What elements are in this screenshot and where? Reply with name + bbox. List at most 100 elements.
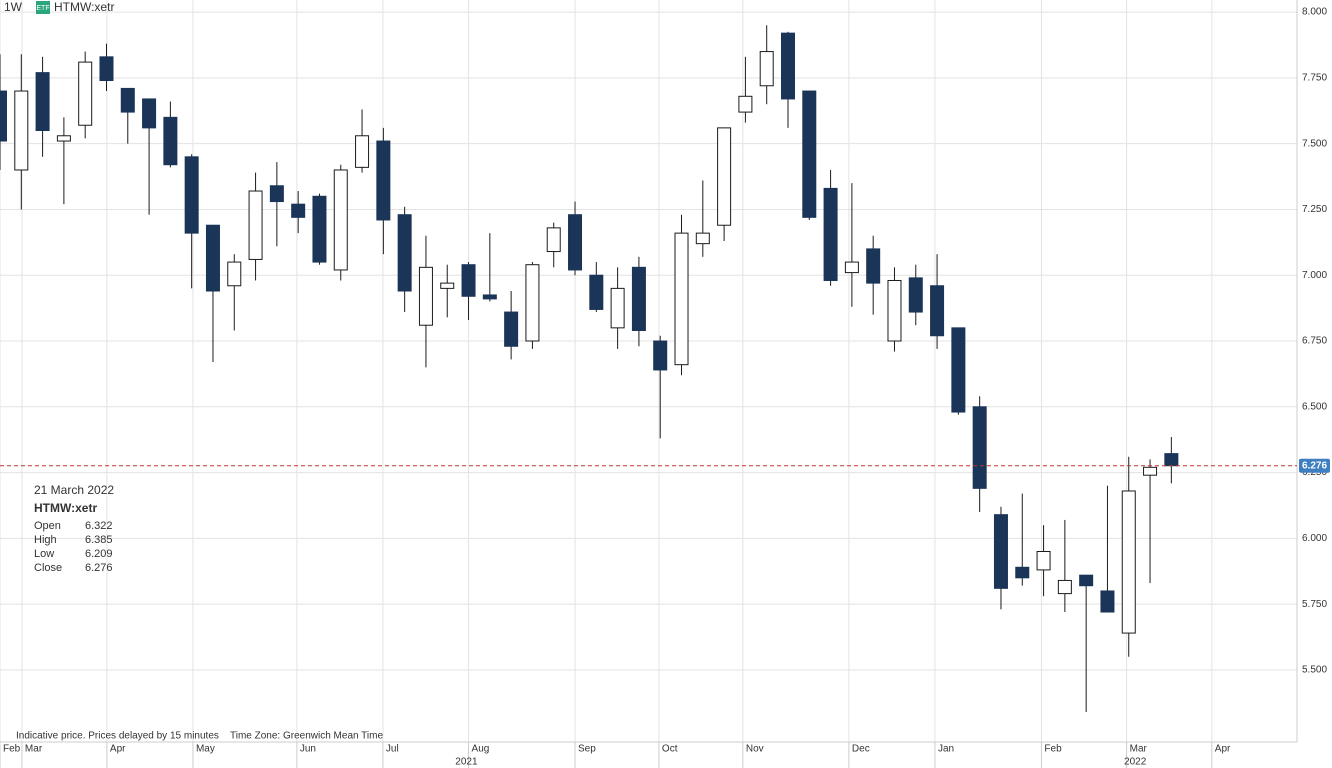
x-tick-label: Apr [110, 744, 126, 755]
candle-body [1079, 574, 1094, 587]
candle-body [440, 282, 455, 289]
x-tick-label: Nov [746, 744, 764, 755]
info-rows: Open 6.322 High 6.385 Low 6.209 Close 6.276 [34, 520, 113, 574]
candle-body [312, 195, 327, 263]
x-tick-label: Jan [938, 744, 954, 755]
badge: ETF [36, 5, 49, 12]
candle-body [1100, 590, 1115, 613]
year-label: 2021 [455, 757, 478, 768]
x-tick-label: Jun [300, 744, 316, 755]
x-tick-label: Feb [3, 744, 21, 755]
y-tick-label: 8.000 [1302, 7, 1327, 18]
x-tick-label: Aug [472, 744, 490, 755]
candle-body [291, 203, 306, 218]
candle-body [376, 140, 391, 221]
candle-body [844, 261, 859, 274]
y-tick-label: 7.250 [1302, 204, 1327, 215]
y-tick-label: 6.750 [1302, 336, 1327, 347]
interval[interactable]: 1W [4, 0, 23, 14]
candle-body [504, 311, 519, 347]
info-date: 21 March 2022 [34, 483, 114, 497]
candle-body [120, 87, 135, 113]
candle-body [930, 285, 945, 337]
year-label: 2022 [1124, 757, 1147, 768]
candle-body [397, 214, 412, 292]
candle-body [205, 224, 220, 292]
candle-body [972, 406, 987, 489]
candle-body [717, 127, 732, 226]
info-label: Low [34, 548, 54, 560]
footer-note: Indicative price. Prices delayed by 15 m… [16, 731, 219, 742]
candle-body [333, 169, 348, 271]
y-tick-label: 6.500 [1302, 401, 1327, 412]
symbol: HTMW:xetr [54, 0, 114, 14]
candle-body [908, 277, 923, 313]
candle-body [461, 264, 476, 297]
candle-body [1036, 551, 1051, 571]
candle-body [802, 90, 817, 218]
candle-body [1143, 466, 1158, 476]
candle-body [184, 156, 199, 234]
y-tick-label: 7.500 [1302, 138, 1327, 149]
info-value: 6.276 [85, 562, 113, 574]
x-tick-label: Feb [1044, 744, 1062, 755]
candle-body [142, 98, 157, 129]
x-tick-label: May [196, 744, 215, 755]
candle-body [418, 266, 433, 326]
y-tick-label: 7.750 [1302, 73, 1327, 84]
x-tick-label: Oct [662, 744, 678, 755]
info-label: Close [34, 562, 62, 574]
y-tick-label: 5.500 [1302, 665, 1327, 676]
info-symbol: HTMW:xetr [34, 501, 97, 515]
x-tick-label: Jul [386, 744, 399, 755]
candle-body [78, 61, 93, 126]
candle-body [631, 266, 646, 331]
candle-body [35, 72, 50, 132]
candle-body [568, 214, 583, 271]
candle-body [887, 279, 902, 342]
last-price-label: 6.276 [1302, 460, 1327, 471]
x-tick-label: Dec [852, 744, 870, 755]
candle-body [227, 261, 242, 287]
candle-body [951, 327, 966, 413]
candle-body [525, 264, 540, 342]
candle-body [674, 232, 689, 366]
candle-body [248, 190, 263, 260]
candle-body [355, 135, 370, 168]
info-value: 6.209 [85, 548, 113, 560]
last-price-box [1299, 458, 1330, 473]
candle-body [56, 135, 71, 142]
candle-body [823, 187, 838, 281]
candle-body [866, 248, 881, 284]
candle-body [1121, 490, 1136, 634]
candle-body [269, 185, 284, 203]
info-label: Open [34, 520, 61, 532]
info-label: High [34, 534, 57, 546]
x-tick-label: Mar [25, 744, 43, 755]
candle-body [1057, 579, 1072, 595]
x-tick-label: Apr [1215, 744, 1231, 755]
y-tick-label: 6.000 [1302, 533, 1327, 544]
y-tick-label: 5.750 [1302, 599, 1327, 610]
candle-body [610, 287, 625, 329]
candle-body [14, 90, 29, 171]
candle-body [738, 95, 753, 113]
candle-body [0, 90, 7, 142]
candle-body [1015, 566, 1030, 579]
candle-body [589, 274, 604, 310]
candles [0, 25, 1179, 713]
info-value: 6.322 [85, 520, 113, 532]
candle-body [993, 514, 1008, 589]
footer-timezone: Time Zone: Greenwich Mean Time [230, 731, 383, 742]
candle-body [482, 294, 497, 300]
candle-body [759, 51, 774, 87]
candle-body [653, 340, 668, 371]
candle-body [780, 32, 795, 100]
x-tick-label: Mar [1130, 744, 1148, 755]
candle-body [99, 56, 114, 82]
x-tick-label: Sep [578, 744, 596, 755]
candle-body [546, 227, 561, 253]
candle-body [1164, 453, 1179, 467]
